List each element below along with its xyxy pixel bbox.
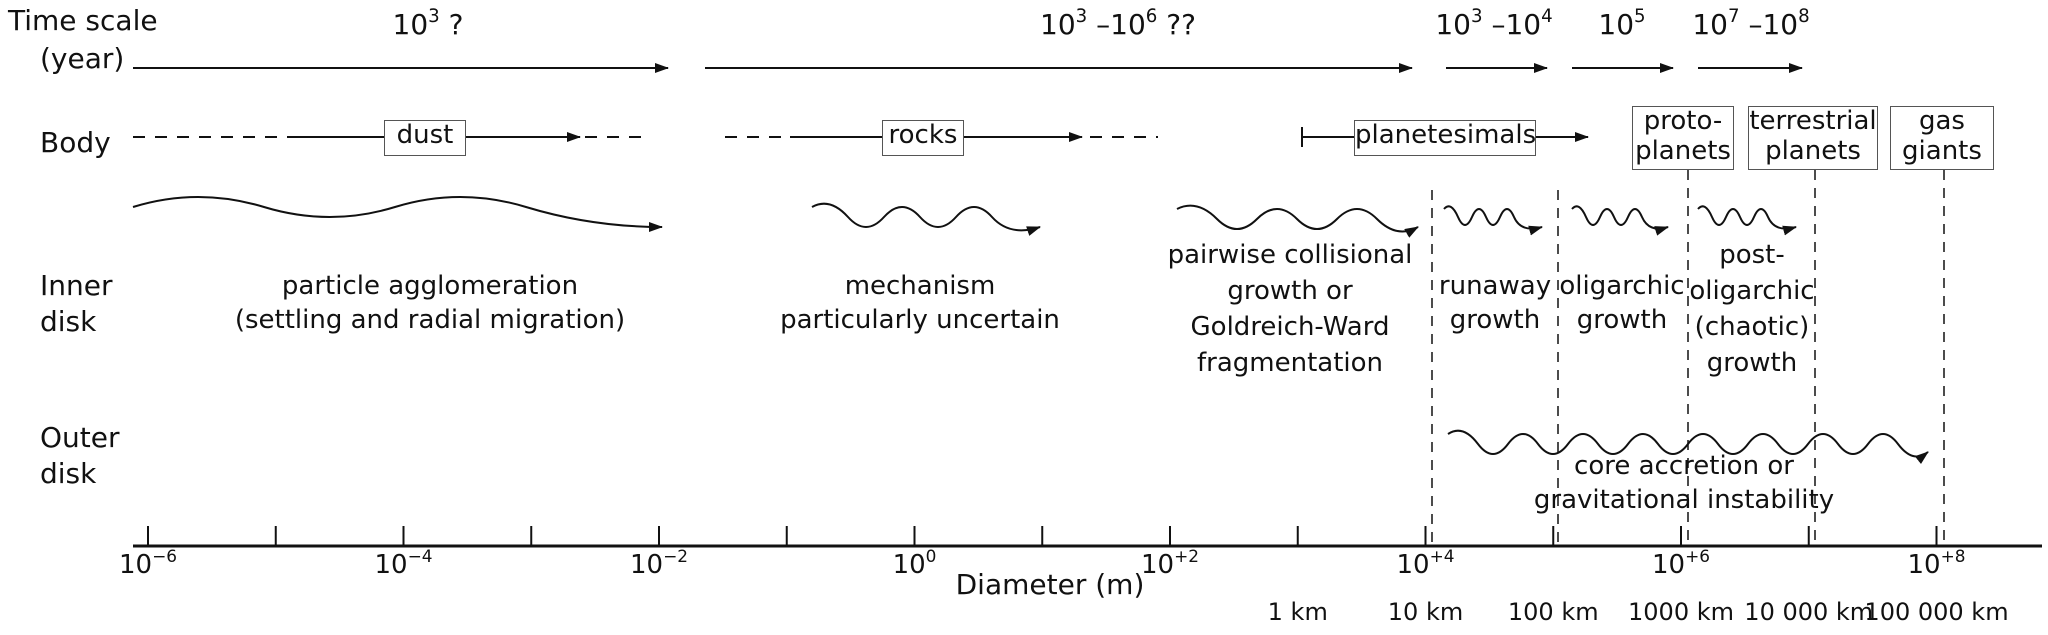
body-label-rocks: rocks: [888, 120, 958, 150]
km-label: 10 000 km: [1744, 598, 1874, 626]
time-label-4: 105: [1598, 6, 1646, 41]
row-label-time-scale: Time scale (year): [8, 2, 158, 78]
text-core-accretion: core accretion or gravitational instabil…: [1534, 450, 1834, 518]
km-label: 10 km: [1387, 598, 1464, 626]
axis-tick-label: 10+8: [1907, 546, 1966, 580]
row-label-body: Body: [40, 126, 111, 159]
body-box-dust: dust: [384, 120, 466, 156]
km-label: 100 km: [1507, 598, 1599, 626]
time-label-2: 103 –106 ??: [1040, 6, 1196, 41]
body-label-planetesimals: planetesimals: [1355, 120, 1537, 150]
body-label-protoplanets-line1: proto-: [1643, 106, 1723, 136]
km-label: 1 km: [1267, 598, 1328, 626]
wave-arrow-uncertain: [811, 202, 1041, 236]
axis-tick-label: 10+6: [1652, 546, 1710, 580]
row-label-outer-disk-line2: disk: [40, 457, 97, 491]
body-label-dust: dust: [396, 120, 454, 150]
text-pairwise-line4: fragmentation: [1196, 347, 1383, 378]
wave-arrow-runaway: [1443, 205, 1543, 236]
row-label-inner-disk-line1: Inner: [40, 269, 113, 302]
axis-tick-label: 10−6: [119, 546, 177, 580]
body-label-protoplanets-line2: planets: [1635, 135, 1731, 166]
text-particle-agglomeration: particle agglomeration (settling and rad…: [235, 270, 625, 338]
wave-arrow-pairwise: [1176, 204, 1419, 238]
axis-title: Diameter (m): [955, 568, 1145, 601]
text-mechanism-line1: mechanism: [844, 271, 996, 301]
row-label-time-scale-line1: Time scale: [8, 4, 158, 37]
row-label-outer-disk-line1: Outer: [40, 421, 120, 454]
text-particle-agglomeration-line1: particle agglomeration: [281, 271, 579, 301]
body-box-terrestrial: terrestrial planets: [1748, 106, 1878, 170]
axis-tick-label: 10−4: [374, 546, 433, 580]
wave-arrow-oligarchic: [1571, 205, 1669, 236]
text-post-oligarchic-line2: oligarchic: [1689, 275, 1815, 306]
text-post-oligarchic-line3: (chaotic): [1694, 311, 1810, 342]
dashed-boundaries: [1431, 170, 1945, 543]
axis-tick-label: 10+2: [1141, 546, 1199, 580]
body-box-protoplanets: proto- planets: [1632, 106, 1734, 170]
axis-ticks: [147, 526, 1938, 546]
body-box-planetesimals: planetesimals: [1354, 120, 1536, 156]
row-label-time-scale-line2: (year): [40, 41, 125, 75]
text-mechanism-line2: particularly uncertain: [780, 304, 1060, 335]
time-label-5: 107 –108: [1692, 6, 1810, 41]
body-label-terrestrial-line1: terrestrial: [1749, 106, 1877, 136]
text-core-accretion-line1: core accretion or: [1574, 451, 1794, 481]
wave-arrow-post-oligarchic: [1697, 205, 1797, 236]
time-label-3: 103 –104: [1435, 6, 1553, 41]
text-mechanism-uncertain: mechanism particularly uncertain: [780, 270, 1060, 338]
text-runaway-line1: runaway: [1438, 271, 1552, 301]
body-box-rocks: rocks: [882, 120, 964, 156]
text-runaway-growth: runaway growth: [1439, 270, 1551, 338]
text-post-oligarchic-growth: post- oligarchic (chaotic) growth: [1689, 238, 1814, 382]
time-label-1: 103 ?: [392, 6, 464, 41]
row-label-inner-disk: Inner disk: [40, 268, 113, 341]
axis-tick-label: 10+4: [1396, 546, 1455, 580]
row-label-outer-disk: Outer disk: [40, 420, 120, 493]
text-core-accretion-line2: gravitational instability: [1533, 484, 1835, 515]
text-post-oligarchic-line1: post-: [1719, 240, 1785, 270]
body-label-terrestrial-line2: planets: [1765, 135, 1861, 166]
wave-arrow-agglomeration: [132, 196, 663, 232]
text-particle-agglomeration-line2: (settling and radial migration): [234, 304, 626, 335]
text-pairwise-collisional: pairwise collisional growth or Goldreich…: [1168, 238, 1413, 382]
text-oligarchic-line2: growth: [1576, 304, 1668, 335]
text-pairwise-line1: pairwise collisional: [1167, 240, 1413, 270]
axis-tick-label: 100: [892, 546, 937, 580]
text-runaway-line2: growth: [1449, 304, 1541, 335]
text-post-oligarchic-line4: growth: [1706, 347, 1798, 378]
km-label: 100 000 km: [1864, 598, 2009, 626]
body-label-gas-giants-line1: gas: [1919, 106, 1965, 136]
row-label-inner-disk-line2: disk: [40, 305, 97, 339]
text-pairwise-line2: growth or: [1227, 275, 1353, 306]
body-box-gas-giants: gas giants: [1890, 106, 1994, 170]
text-pairwise-line3: Goldreich-Ward: [1190, 311, 1390, 342]
km-label: 1000 km: [1628, 598, 1734, 626]
axis-tick-label: 10−2: [630, 546, 688, 580]
text-oligarchic-line1: oligarchic: [1559, 271, 1685, 301]
body-label-gas-giants-line2: giants: [1902, 135, 1982, 166]
text-oligarchic-growth: oligarchic growth: [1559, 270, 1684, 338]
